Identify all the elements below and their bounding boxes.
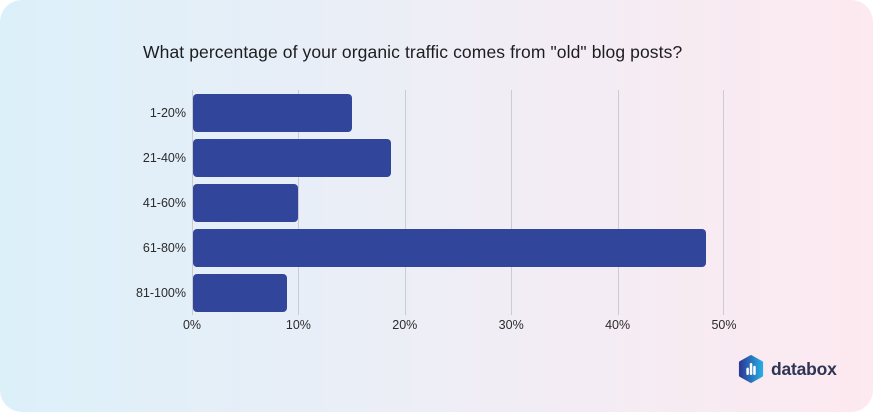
bar-glyph-tall	[749, 362, 753, 376]
x-axis-tick-label: 20%	[392, 318, 418, 332]
gridline	[511, 90, 513, 315]
y-axis-category-label: 41-60%	[142, 195, 186, 210]
x-axis-labels: 0% 10% 20% 30% 40% 50%	[183, 318, 737, 336]
gridline	[192, 90, 193, 315]
x-axis-tick-label: 50%	[711, 318, 737, 332]
y-axis-category-label: 21-40%	[142, 150, 186, 165]
bar-glyph-medium	[753, 365, 756, 376]
gridline	[617, 90, 619, 315]
y-axis-category-label: 81-100%	[135, 285, 186, 300]
x-axis-tick-label: 0%	[182, 318, 202, 332]
plot-area	[192, 90, 724, 315]
databox-wordmark: databox	[771, 359, 837, 379]
bar-81-100%	[193, 273, 287, 312]
x-axis-tick-label: 10%	[285, 318, 311, 332]
x-axis-tick-label: 30%	[498, 318, 524, 332]
bar-1-20%	[193, 93, 352, 132]
bar-41-60%	[193, 183, 299, 222]
x-axis-tick-label: 40%	[605, 318, 631, 332]
bar-glyph-short	[746, 367, 749, 376]
y-axis-category-label: 61-80%	[142, 240, 186, 255]
gridline	[404, 90, 406, 315]
gridline	[723, 90, 724, 315]
gridline	[298, 90, 300, 315]
chart-title: What percentage of your organic traffic …	[143, 42, 683, 62]
bar-61-80%	[193, 228, 706, 267]
y-axis-labels: 1-20% 21-40% 41-60% 61-80% 81-100%	[90, 90, 186, 315]
databox-hexagon-icon	[738, 355, 764, 383]
y-axis-category-label: 1-20%	[149, 105, 186, 120]
databox-logo: databox	[738, 355, 837, 383]
bar-21-40%	[193, 138, 391, 177]
